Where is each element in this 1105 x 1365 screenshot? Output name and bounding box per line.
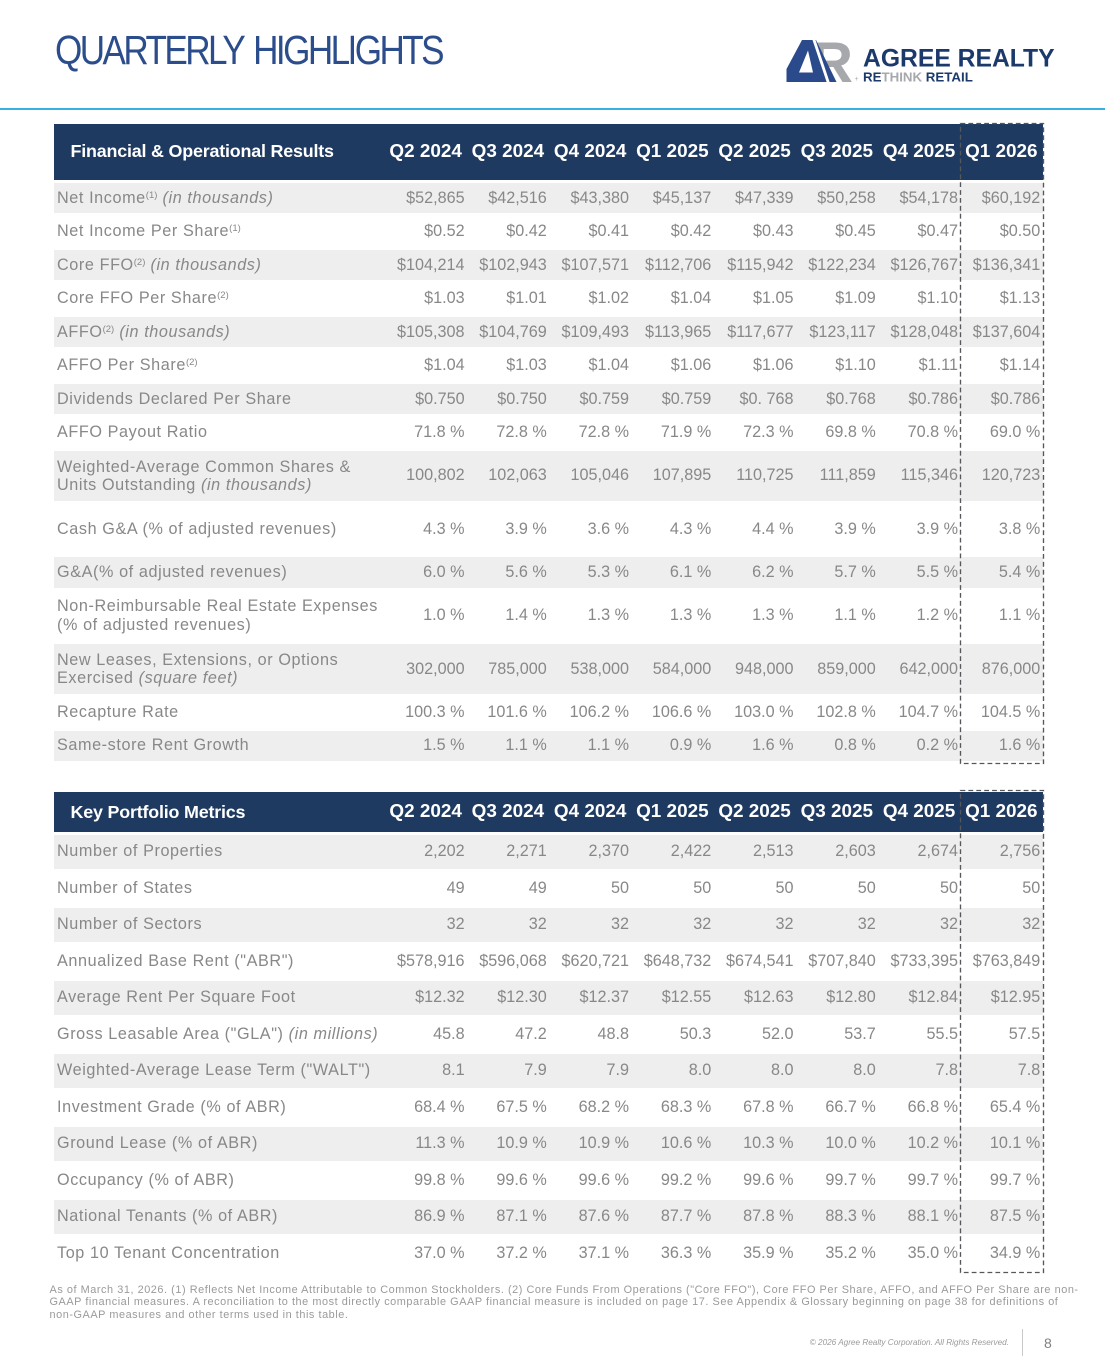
svg-text:RETHINK RETAIL: RETHINK RETAIL	[863, 70, 973, 85]
svg-text:+: +	[855, 76, 859, 83]
svg-text:AGREE REALTY: AGREE REALTY	[863, 46, 1055, 73]
